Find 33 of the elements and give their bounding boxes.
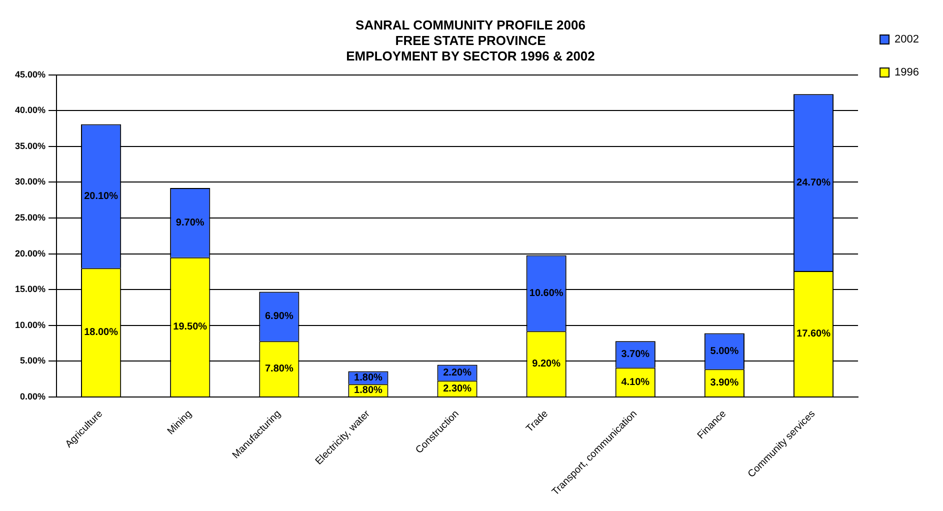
data-label: 20.10% <box>84 190 118 202</box>
data-label: 9.20% <box>532 358 561 370</box>
y-tick-label: 0.00% <box>20 392 46 402</box>
data-label: 3.90% <box>710 378 739 389</box>
y-tick-label: 40.00% <box>14 105 46 116</box>
data-label: 6.90% <box>264 311 294 322</box>
y-tick-label: 30.00% <box>14 176 46 187</box>
data-label: 4.10% <box>621 376 650 388</box>
data-label: 10.60% <box>529 288 564 299</box>
data-label: 19.50% <box>173 322 208 333</box>
data-label: 1.80% <box>354 385 383 396</box>
data-label: 24.70% <box>796 177 831 188</box>
data-label: 5.00% <box>710 346 739 357</box>
data-label: 9.70% <box>176 217 204 228</box>
y-tick-label: 10.00% <box>14 320 46 330</box>
legend-label: 1996 <box>894 66 920 79</box>
data-label: 2.30% <box>443 383 472 394</box>
data-label: 17.60% <box>796 328 831 340</box>
text: FREE STATE PROVINCE <box>395 32 546 48</box>
data-label: 1.80% <box>354 372 383 384</box>
y-tick-label: 5.00% <box>20 356 46 366</box>
data-label: 7.80% <box>264 364 294 375</box>
text: EMPLOYMENT BY SECTOR 1996 & 2002 <box>346 48 595 64</box>
text: SANRAL COMMUNITY PROFILE 2006 <box>356 17 586 32</box>
data-label: 3.70% <box>621 349 650 360</box>
y-tick-label: 45.00% <box>14 69 46 80</box>
legend-label: 2002 <box>894 34 920 46</box>
y-tick-label: 15.00% <box>14 284 46 294</box>
y-tick-label: 20.00% <box>14 248 46 258</box>
data-label: 2.20% <box>443 367 472 378</box>
y-tick-label: 35.00% <box>14 140 46 151</box>
data-label: 18.00% <box>84 327 118 338</box>
y-tick-label: 25.00% <box>14 212 46 222</box>
